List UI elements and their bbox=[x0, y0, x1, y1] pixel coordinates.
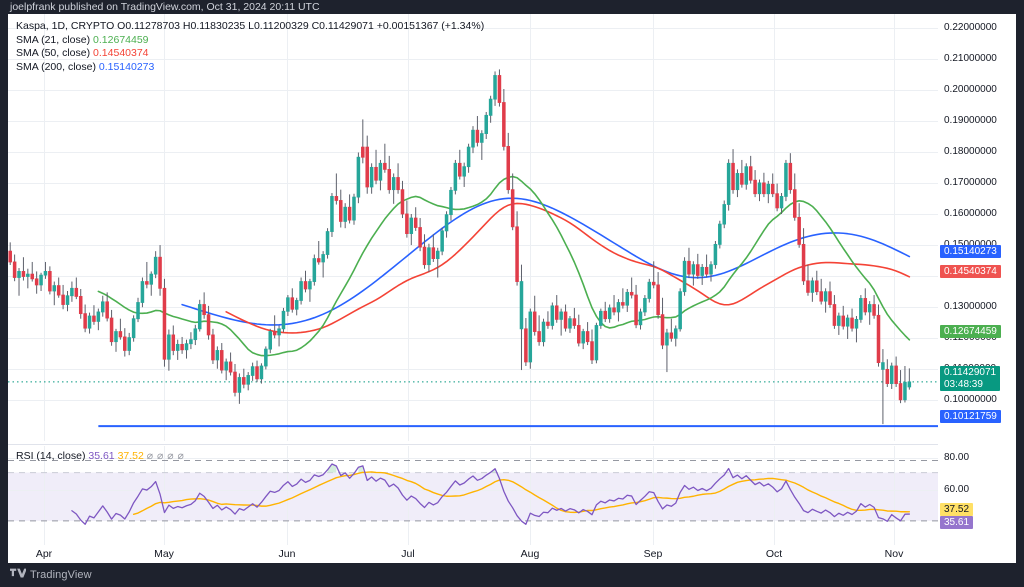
price-axis-tick: 0.19000000 bbox=[944, 115, 997, 126]
rsi-axis-tick: 60.00 bbox=[944, 484, 970, 495]
tradingview-logo-icon bbox=[10, 568, 26, 579]
price-axis-tick: 0.18000000 bbox=[944, 146, 997, 157]
rsi-value: 35.61 bbox=[88, 450, 115, 462]
time-axis-tick: Nov bbox=[884, 548, 904, 560]
publish-bar: joelpfrank published on TradingView.com,… bbox=[10, 1, 320, 13]
rsi-value-badge[interactable]: 35.61 bbox=[940, 516, 974, 529]
rsi-pane[interactable]: 80.00 60.00 37.52 35.61 RSI (14, close) 35.… bbox=[8, 446, 1016, 545]
price-axis-tick: 0.21000000 bbox=[944, 53, 997, 64]
price-axis-tick: 0.20000000 bbox=[944, 84, 997, 95]
time-axis-tick: Apr bbox=[35, 548, 53, 560]
price-pane[interactable]: 0.22000000 0.21000000 0.20000000 0.19000000… bbox=[8, 14, 1016, 441]
chart-canvas[interactable]: 0.22000000 0.21000000 0.20000000 0.19000000… bbox=[8, 14, 1016, 545]
rsi-axis-tick: 80.00 bbox=[944, 452, 970, 463]
time-axis-tick: Jul bbox=[401, 548, 415, 560]
rsi-na-2: ⌀ bbox=[157, 450, 165, 462]
time-axis-tick: Sep bbox=[643, 548, 663, 560]
rsi-na-3: ⌀ bbox=[167, 450, 175, 462]
price-axis-tick: 0.22000000 bbox=[944, 22, 997, 33]
price-axis[interactable]: 0.22000000 0.21000000 0.20000000 0.19000000… bbox=[938, 14, 1016, 441]
rsi-axis[interactable]: 80.00 60.00 37.52 35.61 bbox=[938, 446, 1016, 545]
rsi-plot-area[interactable] bbox=[8, 446, 938, 545]
price-axis-tick: 0.10000000 bbox=[944, 394, 997, 405]
rsi-label: RSI (14, close) bbox=[16, 450, 86, 462]
time-axis-tick: May bbox=[154, 548, 174, 560]
price-plot-area[interactable] bbox=[8, 14, 938, 441]
last-price-badge[interactable]: 0.11429071 03:48:39 bbox=[940, 366, 1001, 391]
price-axis-tick: 0.13000000 bbox=[944, 301, 997, 312]
pane-separator bbox=[8, 444, 938, 445]
last-price-value: 0.11429071 bbox=[944, 367, 997, 378]
sma21-price-badge[interactable]: 0.12674459 bbox=[940, 325, 1001, 338]
tradingview-brand-name: TradingView bbox=[30, 569, 92, 581]
rsi-ma-value: 37.52 bbox=[117, 450, 144, 462]
rsi-na-1: ⌀ bbox=[146, 450, 155, 462]
time-axis[interactable]: Apr May Jun Jul Aug Sep Oct Nov bbox=[8, 545, 1016, 563]
price-axis-tick: 0.15000000 bbox=[944, 240, 997, 250]
time-axis-tick: Oct bbox=[765, 548, 783, 560]
rsi-legend: RSI (14, close) 35.61 37.52 ⌀ ⌀ ⌀ ⌀ bbox=[16, 450, 185, 463]
footer-branding: TradingView bbox=[0, 563, 1024, 587]
bar-countdown: 03:48:39 bbox=[944, 379, 983, 390]
sma200-price-badge[interactable]: 0.15140273 bbox=[940, 245, 1001, 258]
price-axis-tick: 0.17000000 bbox=[944, 177, 997, 188]
rsi-series-svg bbox=[8, 446, 938, 545]
time-axis-tick: Jun bbox=[278, 548, 296, 560]
sma50-price-badge[interactable]: 0.14540374 bbox=[940, 265, 1001, 278]
price-series-svg bbox=[8, 14, 938, 441]
rsi-na-4: ⌀ bbox=[177, 450, 185, 462]
time-axis-tick: Aug bbox=[520, 548, 540, 560]
rsi-ma-badge[interactable]: 37.52 bbox=[940, 503, 974, 516]
price-axis-tick: 0.16000000 bbox=[944, 208, 997, 219]
support-line-badge[interactable]: 0.10121759 bbox=[940, 410, 1001, 423]
